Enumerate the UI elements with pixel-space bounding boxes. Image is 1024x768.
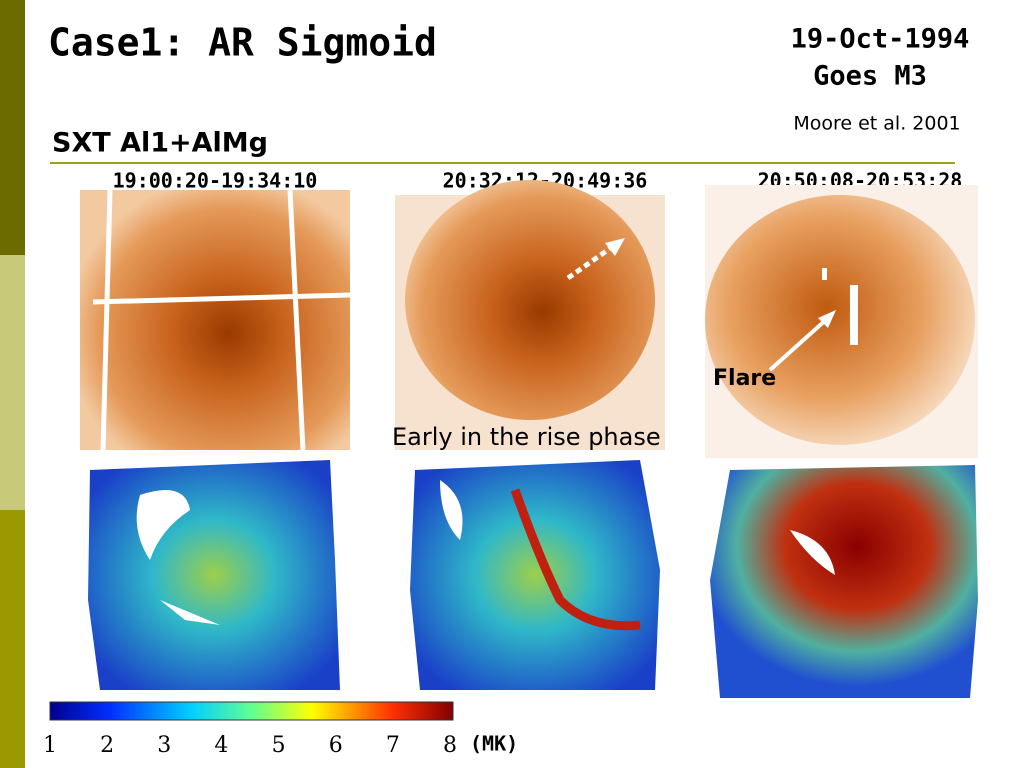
- colorbar-tick-label: 8: [443, 733, 457, 758]
- xray-image: [80, 189, 351, 451]
- instrument: SXT Al1+AlMg: [52, 128, 268, 159]
- xray-image: [395, 180, 665, 450]
- colorbar-ticks: 1 2 3 4 5 6 7 8: [43, 733, 457, 758]
- panel-time: 19:00:20-19:34:10: [113, 169, 318, 193]
- event-class: Goes M3: [813, 61, 927, 92]
- temperature-map: [710, 465, 978, 698]
- side-bar: [0, 255, 25, 510]
- colorbar-tick-label: 5: [272, 733, 286, 758]
- side-bar: [0, 510, 25, 768]
- colorbar-tick-label: 6: [329, 733, 343, 758]
- xray-image: [705, 185, 978, 458]
- colorbar-tick-label: 7: [386, 733, 400, 758]
- colorbar-tick-label: 4: [214, 733, 228, 758]
- reference: Moore et al. 2001: [793, 113, 960, 135]
- title: Case1: AR Sigmoid: [48, 21, 437, 65]
- colorbar-tick-label: 3: [157, 733, 171, 758]
- colorbar: [49, 701, 454, 721]
- colorbar-tick-label: 1: [43, 733, 57, 758]
- rise-label: Early in the rise phase: [392, 423, 661, 451]
- colorbar-tick-label: 2: [100, 733, 114, 758]
- temperature-map: [410, 460, 660, 690]
- flare-label: Flare: [713, 366, 776, 391]
- colorbar-unit: (MK): [470, 732, 518, 756]
- temperature-map: [88, 460, 340, 690]
- event-date: 19-Oct-1994: [791, 24, 970, 55]
- side-bar: [0, 0, 25, 255]
